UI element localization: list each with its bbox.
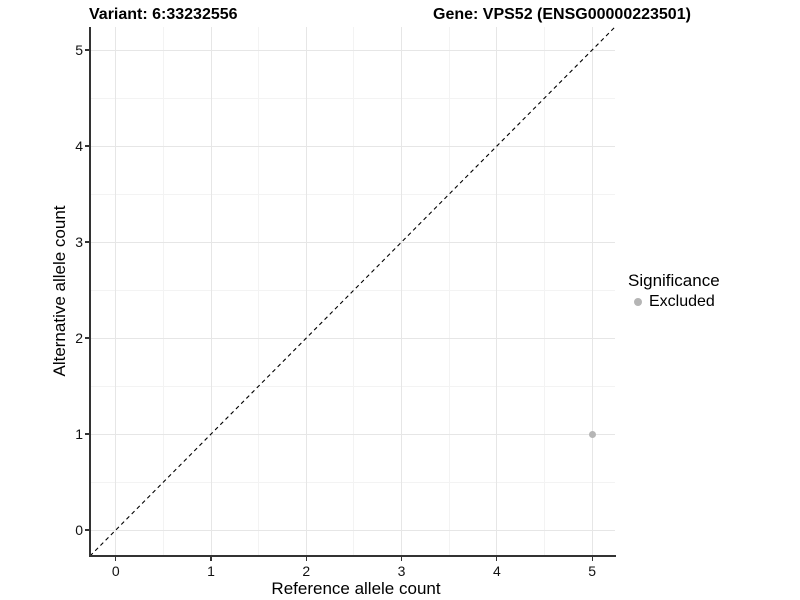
legend-item-excluded: Excluded [628, 293, 720, 311]
y-tick-label: 3 [75, 233, 83, 250]
gridline-major-horizontal [90, 49, 615, 51]
gridline-minor-vertical [258, 27, 260, 556]
legend: Significance Excluded [628, 271, 720, 311]
y-tick-mark [85, 433, 90, 435]
x-tick-mark [400, 556, 403, 561]
gridline-minor-vertical [448, 27, 450, 556]
gridline-minor-horizontal [90, 385, 615, 387]
y-tick-mark [85, 337, 90, 339]
y-tick-label: 4 [75, 137, 83, 154]
x-tick-mark [115, 556, 117, 561]
gridline-major-horizontal [90, 145, 615, 147]
x-tick-label: 2 [302, 563, 311, 579]
gridline-major-horizontal [90, 433, 615, 435]
gridline-minor-vertical [543, 27, 545, 556]
y-axis-line [89, 27, 91, 557]
dashed-diagonal-line [89, 26, 616, 557]
legend-point-icon [634, 298, 642, 306]
plot-title-gene: Gene: VPS52 (ENSG00000223501) [433, 6, 691, 23]
plot-panel: 0 1 2 3 4 5 0 1 2 3 4 5 [75, 26, 616, 579]
gridline-major-vertical [210, 27, 212, 556]
x-tick-mark [305, 556, 307, 561]
x-tick-mark [591, 556, 593, 561]
x-tick-label: 0 [111, 563, 120, 579]
y-tick-mark [85, 529, 90, 531]
gridline-minor-horizontal [90, 193, 615, 195]
legend-item-label: Excluded [649, 293, 715, 310]
x-axis-line [89, 555, 616, 557]
gridline-minor-horizontal [90, 481, 615, 483]
x-tick-mark [496, 556, 498, 561]
gridline-minor-vertical [353, 27, 355, 556]
data-point [588, 430, 596, 438]
identity-reference-line [89, 26, 616, 557]
x-tick-label: 4 [492, 563, 501, 579]
gridline-major-vertical [115, 27, 117, 556]
gridline-minor-horizontal [90, 289, 615, 291]
y-tick-label: 1 [75, 425, 83, 442]
y-tick-label: 5 [75, 41, 83, 58]
y-tick-mark [85, 145, 90, 147]
gridline-major-horizontal [90, 529, 615, 531]
y-tick-mark [85, 241, 90, 243]
legend-title: Significance [628, 271, 720, 290]
gridline-major-vertical [591, 27, 593, 556]
gridline-major-horizontal [90, 337, 615, 339]
gridline-minor-horizontal [90, 97, 615, 99]
gridline-major-horizontal [90, 241, 615, 243]
y-tick-label: 0 [75, 521, 83, 538]
x-tick-label: 5 [588, 563, 597, 579]
x-tick-mark [210, 556, 212, 561]
gridline-major-vertical [305, 27, 307, 556]
gridline-major-vertical [401, 27, 403, 556]
x-axis-title: Reference allele count [271, 579, 441, 598]
y-tick-label: 2 [75, 329, 83, 346]
x-tick-label: 3 [397, 563, 406, 579]
gridline-minor-vertical [162, 27, 164, 556]
y-axis-title: Alternative allele count [50, 205, 69, 377]
plot-title-variant: Variant: 6:33232556 [89, 6, 238, 23]
x-tick-label: 1 [207, 563, 215, 579]
gridline-major-vertical [496, 27, 498, 556]
y-tick-mark [85, 49, 90, 51]
